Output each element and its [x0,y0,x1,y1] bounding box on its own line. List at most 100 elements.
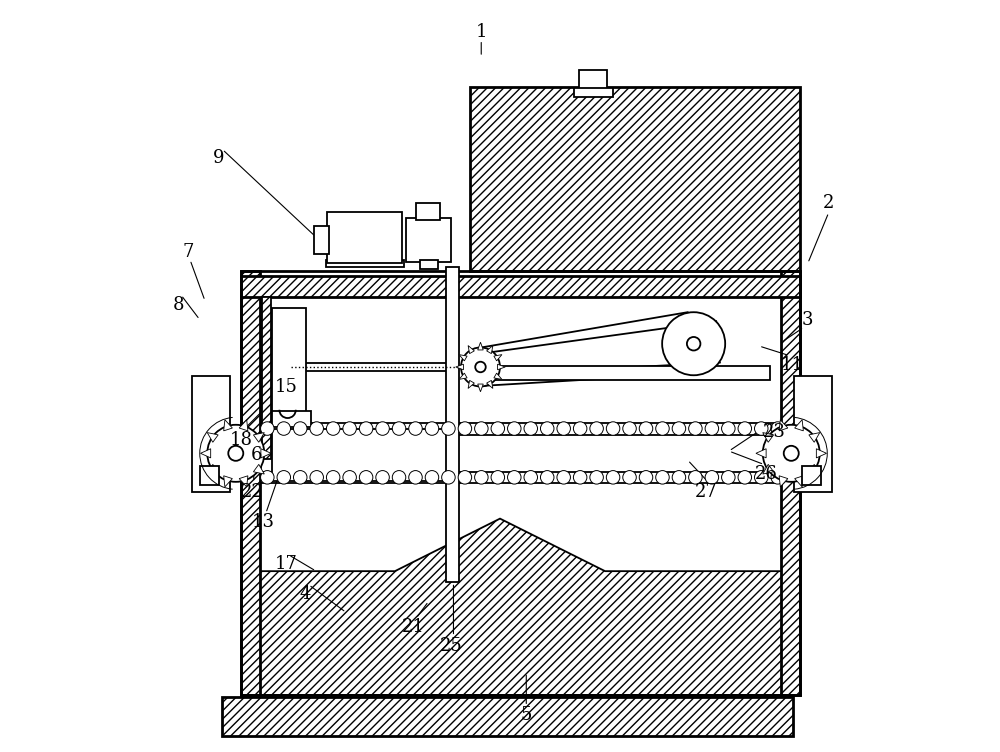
Polygon shape [763,432,774,442]
Circle shape [409,471,422,484]
Circle shape [277,471,291,484]
Polygon shape [795,420,803,431]
Circle shape [672,471,686,484]
Bar [314,226,329,254]
Bar [192,376,230,493]
Text: 25: 25 [440,637,463,655]
Polygon shape [498,364,505,370]
Circle shape [458,471,472,484]
Polygon shape [468,381,474,389]
Text: 23: 23 [763,423,785,441]
Circle shape [326,422,340,435]
Circle shape [623,471,636,484]
Circle shape [524,471,538,484]
Text: 6: 6 [250,446,262,464]
Polygon shape [816,449,827,458]
Polygon shape [779,476,788,487]
Circle shape [771,471,784,484]
Polygon shape [224,476,232,487]
Circle shape [207,425,264,482]
Circle shape [705,422,719,435]
Bar [272,429,448,481]
Circle shape [606,471,620,484]
Polygon shape [494,355,502,361]
Circle shape [359,471,373,484]
Circle shape [458,422,472,435]
Circle shape [261,422,274,435]
Circle shape [672,422,686,435]
Text: 18: 18 [230,431,253,449]
Text: 22: 22 [241,484,264,502]
Bar [470,87,800,271]
Polygon shape [207,465,218,474]
Circle shape [261,471,274,484]
Bar [406,218,451,262]
Polygon shape [207,432,218,442]
Circle shape [738,471,752,484]
Polygon shape [809,432,820,442]
Bar [262,297,271,459]
Circle shape [656,471,669,484]
Circle shape [738,422,752,435]
Circle shape [293,471,307,484]
Polygon shape [261,449,271,458]
Bar [241,271,260,695]
Circle shape [326,471,340,484]
Circle shape [442,471,455,484]
Circle shape [310,422,323,435]
Bar [781,271,800,695]
Circle shape [376,471,389,484]
Circle shape [461,347,500,387]
Bar [579,70,607,91]
Bar [326,259,404,267]
Circle shape [392,422,406,435]
Polygon shape [795,476,803,487]
Polygon shape [478,384,483,392]
Circle shape [293,422,307,435]
Text: 17: 17 [275,555,298,573]
Circle shape [755,422,768,435]
Bar [420,260,438,269]
Text: 21: 21 [402,618,425,636]
Polygon shape [487,381,493,389]
Circle shape [540,471,554,484]
Polygon shape [459,355,467,361]
Polygon shape [756,449,766,458]
Text: 1: 1 [475,23,487,41]
Circle shape [475,422,488,435]
Circle shape [475,362,486,372]
Bar [802,466,821,485]
Bar [272,411,311,427]
Polygon shape [494,373,502,379]
Circle shape [376,422,389,435]
Polygon shape [809,465,820,474]
Polygon shape [224,420,232,431]
Circle shape [689,422,702,435]
Circle shape [573,471,587,484]
Text: 3: 3 [802,311,814,329]
Circle shape [590,422,603,435]
Circle shape [722,471,735,484]
Polygon shape [239,420,248,431]
Polygon shape [763,465,774,474]
Circle shape [508,471,521,484]
Polygon shape [779,420,788,431]
Polygon shape [459,373,467,379]
Text: 2: 2 [823,194,834,212]
Polygon shape [487,345,493,353]
Text: 13: 13 [252,514,275,532]
Circle shape [687,337,700,350]
Text: 26: 26 [755,465,778,483]
Polygon shape [253,465,264,474]
Circle shape [442,422,455,435]
Circle shape [524,422,538,435]
Polygon shape [478,342,483,350]
Text: 11: 11 [781,356,804,374]
Circle shape [590,471,603,484]
Circle shape [359,422,373,435]
Circle shape [392,471,406,484]
Bar [416,203,440,220]
Circle shape [573,422,587,435]
Circle shape [508,422,521,435]
Bar [794,376,832,493]
